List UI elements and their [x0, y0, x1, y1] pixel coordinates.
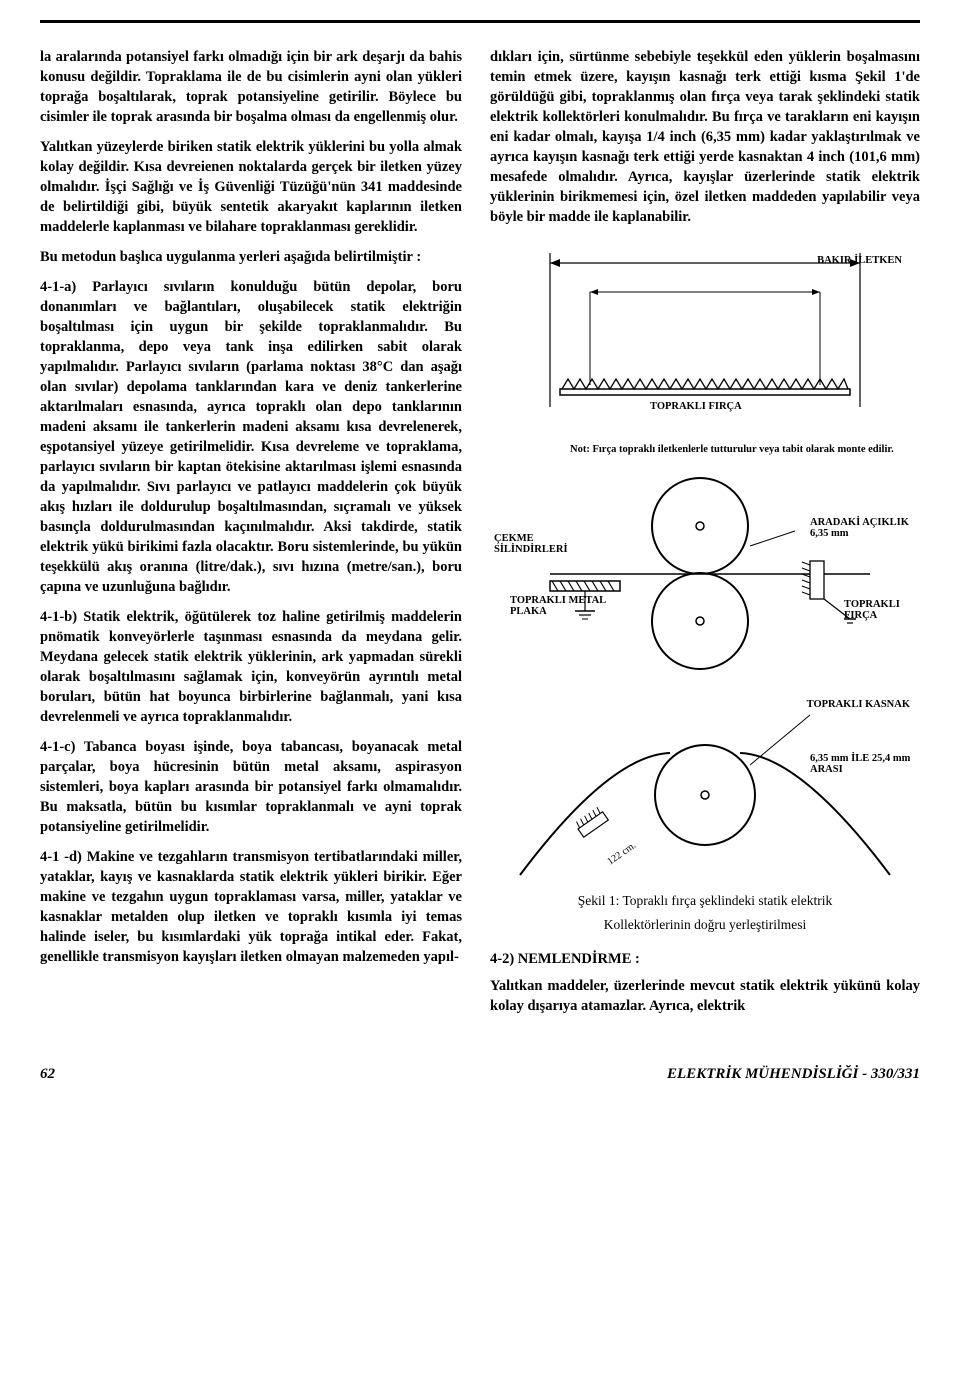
figure-caption-2: Kollektörlerinin doğru yerleştirilmesi	[490, 917, 920, 933]
label-aradaki-aciklik: ARADAKİ AÇIKLIK 6,35 mm	[810, 517, 920, 539]
figure-1: BAKIR İLETKEN TOPRAKLI FIRÇA Not: Fırça …	[490, 237, 920, 933]
two-column-layout: la aralarında potansiyel farkı olmadığı …	[40, 47, 920, 1026]
label-gap-bot: 6,35 mm İLE 25,4 mm ARASI	[810, 753, 920, 775]
paragraph: 4-1 -d) Makine ve tezgahların transmisyo…	[40, 847, 462, 967]
paragraph: la aralarında potansiyel farkı olmadığı …	[40, 47, 462, 127]
heading-4-2: 4-2) NEMLENDİRME :	[490, 951, 920, 968]
dim-122: 122 cm.	[605, 840, 638, 867]
left-column: la aralarında potansiyel farkı olmadığı …	[40, 47, 462, 1026]
label-cekme-silindirleri: ÇEKME SİLİNDİRLERİ	[494, 533, 566, 555]
page-number: 62	[40, 1066, 55, 1083]
figure-caption-1: Şekil 1: Topraklı fırça şeklindeki stati…	[490, 893, 920, 909]
label-toprakli-firca-mid: TOPRAKLI FIRÇA	[844, 599, 914, 621]
journal-name: ELEKTRİK MÜHENDİSLİĞİ - 330/331	[667, 1066, 920, 1083]
paragraph: 4-1-a) Parlayıcı sıvıların konulduğu büt…	[40, 277, 462, 597]
paragraph: Yalıtkan maddeler, üzerlerinde mevcut st…	[490, 976, 920, 1016]
figure-bot-panel: 122 cm. TOPRAKLI KASNAK 6,35 mm İLE 25,4…	[490, 675, 920, 885]
paragraph: 4-1-c) Tabanca boyası işinde, boya taban…	[40, 737, 462, 837]
figure-note: Not: Fırça topraklı iletkenlerle tutturu…	[570, 443, 920, 457]
right-column: dıkları için, sürtünme sebebiyle teşekkü…	[490, 47, 920, 1026]
page-footer: 62 ELEKTRİK MÜHENDİSLİĞİ - 330/331	[40, 1066, 920, 1083]
figure-top-panel: BAKIR İLETKEN TOPRAKLI FIRÇA	[490, 237, 920, 437]
paragraph: 4-1-b) Statik elektrik, öğütülerek toz h…	[40, 607, 462, 727]
figure-mid-svg	[490, 461, 920, 671]
paragraph: Yalıtkan yüzeylerde biriken statik elekt…	[40, 137, 462, 237]
paragraph: dıkları için, sürtünme sebebiyle teşekkü…	[490, 47, 920, 227]
label-toprakli-firca-top: TOPRAKLI FIRÇA	[650, 401, 742, 412]
figure-mid-panel: ÇEKME SİLİNDİRLERİ TOPRAKLI METAL PLAKA …	[490, 461, 920, 671]
label-bakir-iletken: BAKIR İLETKEN	[817, 255, 902, 266]
paragraph: Bu metodun başlıca uygulanma yerleri aşa…	[40, 247, 462, 267]
top-rule	[40, 20, 920, 23]
label-toprakli-kasnak: TOPRAKLI KASNAK	[807, 699, 910, 710]
label-toprakli-metal-plaka: TOPRAKLI METAL PLAKA	[510, 595, 620, 617]
